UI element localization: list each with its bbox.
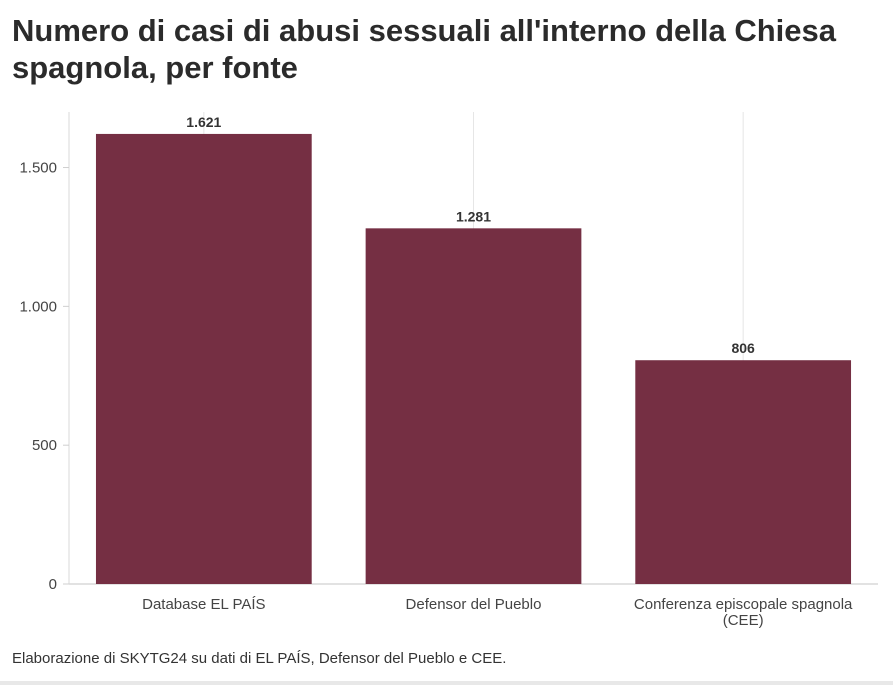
bar-value-label: 1.281 [456,208,491,224]
y-tick-label: 1.500 [19,160,57,177]
x-tick-label: (CEE) [723,612,764,629]
bar [635,360,852,584]
x-tick-label: Defensor del Pueblo [406,596,542,613]
labels: 1.621 Database EL PAÍS 1.281 Defensor del P… [142,114,853,629]
source-note: Elaborazione di SKYTG24 su dati di EL PA… [12,650,507,667]
chart-title: Numero di casi di abusi sessuali all'int… [12,13,836,85]
y-tick-label: 0 [49,576,57,593]
x-tick-label: Database EL PAÍS [142,596,265,613]
x-tick-label: Conferenza episcopale spagnola [634,596,853,613]
bottom-divider [0,681,893,685]
bar [95,133,312,584]
bar-value-label: 1.621 [186,114,221,130]
y-tick-label: 1.000 [19,298,57,315]
bars [95,133,852,585]
bar-value-label: 806 [731,340,755,356]
y-tick-label: 500 [32,437,57,454]
bar-chart: 0 500 1.000 1.500 1.621 Database EL PAÍS 1.28… [19,112,878,629]
bar [365,228,582,585]
